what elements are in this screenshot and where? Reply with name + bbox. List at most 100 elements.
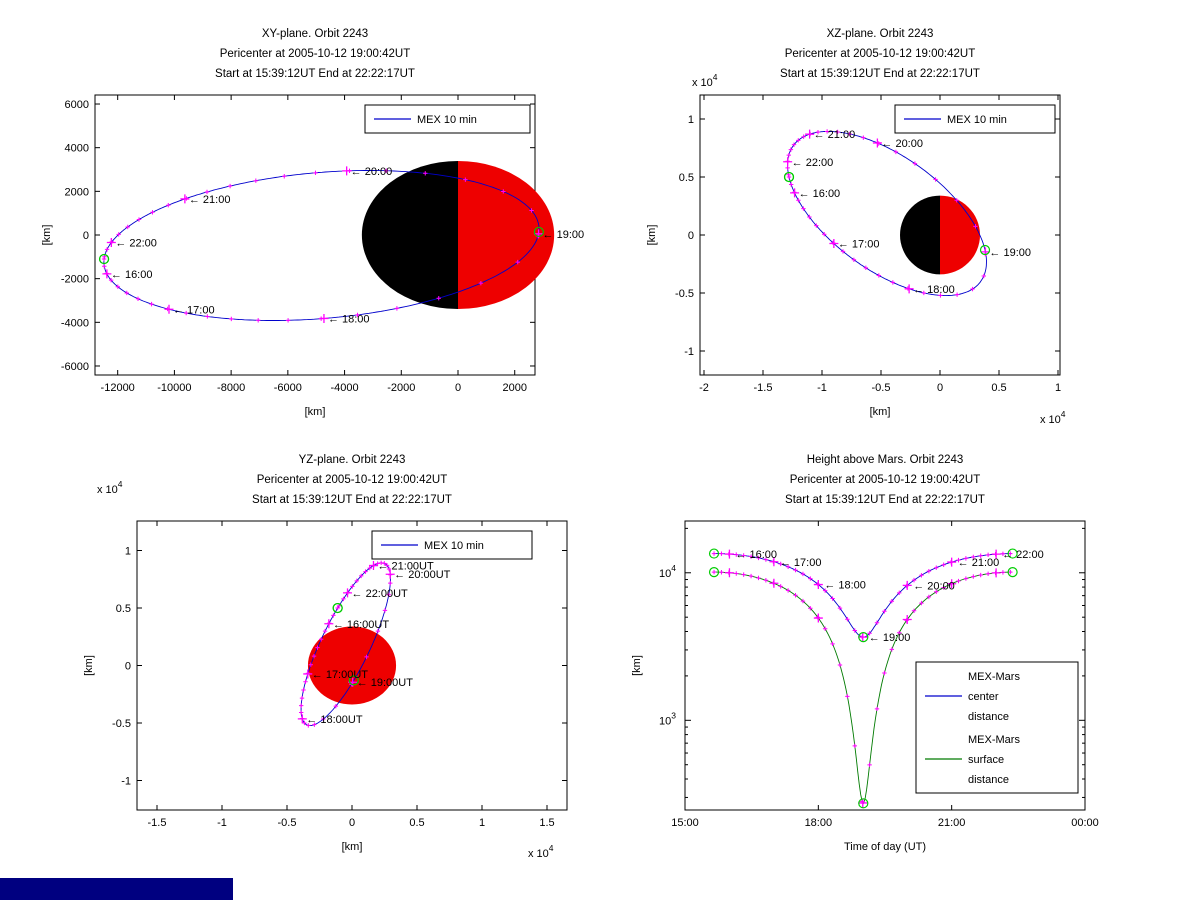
- ten-minute-markers: [711, 549, 1013, 808]
- y-tick-label: 103: [659, 710, 676, 727]
- yz-plane-plot: YZ-plane. Orbit 2243 Pericenter at 2005-1…: [83, 454, 568, 860]
- orbit-marker: [947, 557, 957, 567]
- y-axis-exponent: x 104: [97, 479, 123, 496]
- x-tick-label: 0: [349, 817, 355, 829]
- time-annotation: ← 17:00: [838, 239, 880, 251]
- orbit-marker: [1000, 570, 1006, 575]
- y-tick-label: 104: [659, 563, 676, 580]
- x-tick-label: 0.5: [991, 382, 1006, 394]
- legend-label: MEX 10 min: [947, 114, 1007, 126]
- orbit-marker: [835, 129, 840, 135]
- mars-day-side: [458, 160, 555, 310]
- x-tick-label: 2000: [502, 382, 526, 394]
- orbit-marker: [837, 605, 843, 611]
- orbit-marker: [724, 549, 734, 559]
- height-title-line1: Height above Mars. Orbit 2243: [807, 454, 964, 466]
- time-annotation: ← 18:00UT: [306, 714, 363, 726]
- orbit-marker: [981, 273, 986, 279]
- time-annotation: ← 16:00: [111, 269, 153, 281]
- orbit-marker: [852, 628, 857, 633]
- orbit-marker: [882, 609, 887, 614]
- orbit-marker: [719, 551, 724, 556]
- orbit-marker: [934, 565, 939, 570]
- orbit-marker: [876, 273, 882, 278]
- time-annotation: ← 21:00: [814, 129, 856, 141]
- orbit-marker: [786, 152, 791, 158]
- orbit-marker: [956, 557, 961, 563]
- xy-title-line1: XY-plane. Orbit 2243: [262, 28, 368, 40]
- height-title-line2: Pericenter at 2005-10-12 19:00:42UT: [790, 474, 981, 486]
- y-tick-label: -6000: [61, 361, 89, 373]
- orbit-marker: [315, 645, 320, 650]
- legend: MEX 10 min: [371, 530, 533, 560]
- orbit-marker: [963, 576, 969, 581]
- x-tick-label: 0.5: [409, 817, 424, 829]
- legend-label: MEX-Mars: [968, 671, 1020, 683]
- orbit-marker: [375, 628, 381, 634]
- time-annotation: ← 22:00: [1002, 549, 1044, 561]
- orbit-marker: [378, 560, 384, 566]
- orbit-marker: [386, 592, 391, 597]
- orbit-marker: [796, 198, 801, 203]
- orbit-marker: [851, 257, 857, 262]
- time-annotation: ← 22:00UT: [352, 588, 409, 600]
- x-tick-label: -0.5: [278, 817, 297, 829]
- orbit-marker: [180, 194, 190, 204]
- orbit-marker: [822, 588, 828, 593]
- yz-ylabel: [km]: [83, 655, 95, 676]
- orbit-marker: [912, 161, 918, 166]
- orbit-marker: [829, 239, 839, 249]
- orbit-marker: [785, 588, 791, 593]
- orbit-marker: [363, 569, 368, 574]
- orbit-marker: [333, 703, 339, 709]
- legend-box: [915, 661, 1079, 794]
- x-tick-label: 1: [1055, 382, 1061, 394]
- x-tick-label: 1: [479, 817, 485, 829]
- orbit-marker: [299, 703, 304, 708]
- orbit-marker: [756, 575, 761, 581]
- yz-xlabel: [km]: [342, 841, 363, 853]
- ten-minute-markers: [783, 129, 990, 298]
- orbit-marker: [335, 605, 340, 611]
- orbit-marker: [919, 600, 924, 606]
- x-tick-label: -1: [817, 382, 827, 394]
- event-marker: [708, 567, 720, 578]
- xz-title-line3: Start at 15:39:12UT End at 22:22:17UT: [780, 68, 980, 80]
- orbit-marker: [791, 142, 797, 147]
- orbit-marker: [125, 224, 130, 230]
- orbit-marker: [785, 165, 790, 171]
- orbit-marker: [822, 626, 828, 631]
- orbit-marker: [800, 598, 806, 604]
- time-annotation: ← 17:00: [173, 304, 215, 316]
- orbit-marker: [778, 584, 783, 589]
- orbit-marker: [355, 312, 360, 318]
- time-annotation: ← 22:00: [115, 238, 157, 250]
- orbit-marker: [342, 166, 352, 176]
- orbit-marker: [800, 571, 806, 577]
- mars-day-side: [940, 195, 981, 275]
- y-tick-label: 6000: [65, 99, 89, 111]
- orbit-marker: [973, 224, 978, 229]
- orbit-marker: [874, 620, 880, 625]
- orbit-marker: [227, 183, 233, 189]
- orbit-marker: [282, 174, 287, 179]
- orbit-marker: [904, 284, 914, 294]
- orbit-marker: [985, 571, 991, 577]
- orbit-marker: [824, 129, 830, 134]
- orbit-marker: [478, 280, 484, 286]
- orbit-marker: [933, 177, 938, 182]
- orbit-marker: [786, 172, 791, 178]
- orbit-marker: [889, 599, 895, 604]
- time-annotation: ← 16:00: [735, 549, 777, 561]
- time-annotation: ← 20:00UT: [394, 569, 451, 581]
- x-tick-label: -1.5: [148, 817, 167, 829]
- orbit-marker: [783, 157, 793, 167]
- orbit-marker: [985, 552, 991, 558]
- time-annotation: ← 19:00: [869, 632, 911, 644]
- legend-label: distance: [968, 711, 1009, 723]
- event-marker: [332, 602, 343, 614]
- y-tick-label: -0.5: [112, 718, 131, 730]
- orbit-marker: [116, 232, 121, 237]
- time-annotation: ← 17:00: [780, 557, 822, 569]
